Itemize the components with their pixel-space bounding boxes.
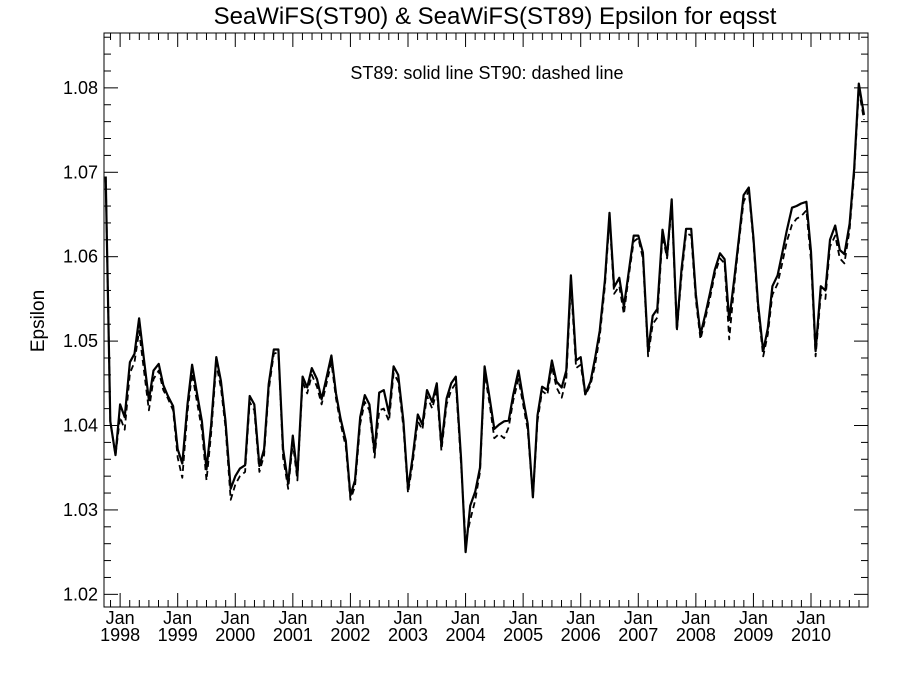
x-tick-month-label: Jan xyxy=(336,608,365,628)
y-tick-label: 1.08 xyxy=(63,78,98,98)
x-tick-year-label: 2006 xyxy=(561,625,601,645)
x-tick-month-label: Jan xyxy=(739,608,768,628)
y-axis: 1.02 1.03 1.04 1.05 1.06 1.07 1.08 xyxy=(63,36,868,604)
chart-title: SeaWiFS(ST90) & SeaWiFS(ST89) Epsilon fo… xyxy=(214,3,777,30)
y-tick-label: 1.06 xyxy=(63,247,98,267)
x-tick-month-label: Jan xyxy=(393,608,422,628)
x-tick-month-label: Jan xyxy=(681,608,710,628)
y-tick-label: 1.02 xyxy=(63,584,98,604)
x-tick-month-label: Jan xyxy=(106,608,135,628)
x-tick-year-label: 2005 xyxy=(503,625,543,645)
x-tick-year-label: 2007 xyxy=(618,625,658,645)
y-tick-label: 1.03 xyxy=(63,500,98,520)
x-tick-month-label: Jan xyxy=(566,608,595,628)
x-tick-month-label: Jan xyxy=(221,608,250,628)
plot-frame xyxy=(103,32,869,608)
y-tick-label: 1.07 xyxy=(63,162,98,182)
x-tick-month-label: Jan xyxy=(451,608,480,628)
x-tick-year-label: 2003 xyxy=(388,625,428,645)
y-axis-label: Epsilon xyxy=(28,290,49,352)
x-tick-year-label: 2004 xyxy=(446,625,486,645)
series-line-st89 xyxy=(104,82,866,554)
x-tick-year-label: 2001 xyxy=(273,625,313,645)
x-tick-year-label: 2000 xyxy=(215,625,255,645)
y-tick-label: 1.05 xyxy=(63,331,98,351)
x-tick-month-label: Jan xyxy=(624,608,653,628)
series-layer xyxy=(104,82,866,554)
x-tick-month-label: Jan xyxy=(796,608,825,628)
x-tick-month-label: Jan xyxy=(163,608,192,628)
x-tick-month-label: Jan xyxy=(278,608,307,628)
y-tick-label: 1.04 xyxy=(63,416,98,436)
x-tick-year-label: 1999 xyxy=(158,625,198,645)
x-tick-year-label: 2008 xyxy=(676,625,716,645)
x-tick-year-label: 2002 xyxy=(330,625,370,645)
x-axis: Jan1998Jan1999Jan2000Jan2001Jan2002Jan20… xyxy=(100,33,860,645)
x-tick-year-label: 2010 xyxy=(791,625,831,645)
x-tick-month-label: Jan xyxy=(509,608,538,628)
x-tick-year-label: 2009 xyxy=(733,625,773,645)
series-line-st90 xyxy=(104,88,865,543)
line-style-annotation: ST89: solid line ST90: dashed line xyxy=(350,63,623,83)
x-tick-year-label: 1998 xyxy=(100,625,140,645)
